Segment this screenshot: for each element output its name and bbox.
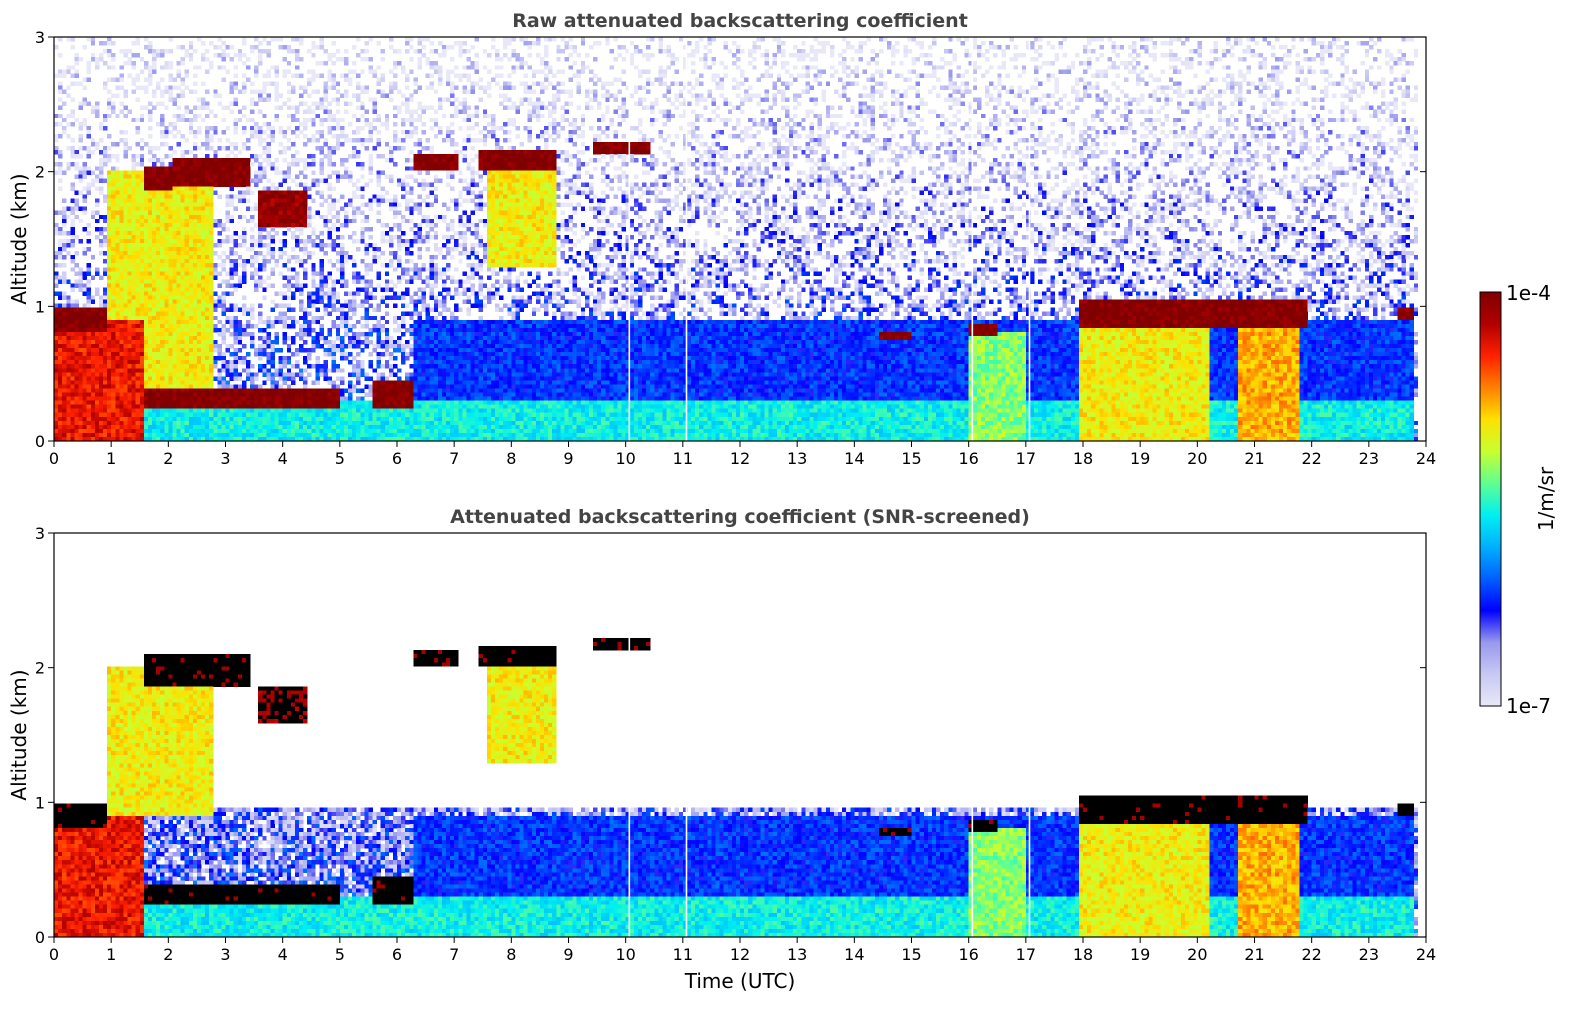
x-tick-label: 13 (787, 449, 807, 468)
x-tick-label: 2 (163, 945, 173, 964)
y-tick-label: 1 (35, 793, 45, 812)
y-axis-label: Altitude (km) (7, 173, 31, 304)
x-tick-label: 10 (615, 449, 635, 468)
panel-title: Raw attenuated backscattering coefficien… (512, 10, 968, 32)
x-axis-label: Time (UTC) (684, 969, 796, 993)
data-gap-line (971, 533, 974, 937)
y-axis-ticks: 0 1 2 3 (35, 28, 1426, 451)
y-tick-label: 3 (35, 524, 45, 543)
x-tick-label: 1 (106, 945, 116, 964)
x-tick-label: 18 (1073, 449, 1093, 468)
x-tick-label: 14 (844, 945, 864, 964)
y-tick-label: 2 (35, 163, 45, 182)
data-gap-line (628, 533, 631, 937)
colorbar-max-label: 1e-4 (1506, 281, 1551, 305)
x-tick-label: 8 (506, 449, 516, 468)
x-axis-ticks: 0 1 2 3 4 5 6 7 8 9 10 11 12 13 14 15 16 17 18 19 20 21 22 23 24 (49, 441, 1436, 468)
x-tick-label: 15 (901, 945, 921, 964)
x-tick-label: 10 (615, 945, 635, 964)
x-tick-label: 23 (1359, 945, 1379, 964)
x-tick-label: 18 (1073, 945, 1093, 964)
colorbar-min-label: 1e-7 (1506, 694, 1551, 718)
data-gap-line (685, 533, 688, 937)
x-tick-label: 6 (392, 449, 402, 468)
x-tick-label: 11 (673, 449, 693, 468)
x-tick-label: 12 (730, 449, 750, 468)
heatmap-plot-area (54, 533, 1426, 937)
x-tick-label: 4 (278, 449, 288, 468)
x-tick-label: 5 (335, 449, 345, 468)
data-gap-line (628, 37, 631, 441)
heatmap-cells (54, 37, 1419, 441)
colorbar: 1e-4 1e-7 1/m/sr (1479, 281, 1558, 718)
heatmap-plot-area (54, 37, 1426, 441)
screened-backscatter-panel: Attenuated backscattering coefficient (S… (7, 506, 1436, 993)
panel-title: Attenuated backscattering coefficient (S… (450, 506, 1030, 528)
y-axis-ticks: 0 1 2 3 (35, 524, 1426, 947)
x-tick-label: 5 (335, 945, 345, 964)
data-gap-line (971, 37, 974, 441)
x-tick-label: 3 (220, 449, 230, 468)
x-tick-label: 0 (49, 945, 59, 964)
colorbar-label: 1/m/sr (1534, 466, 1558, 531)
x-tick-label: 7 (449, 449, 459, 468)
y-tick-label: 1 (35, 297, 45, 316)
x-tick-label: 12 (730, 945, 750, 964)
x-tick-label: 20 (1187, 945, 1207, 964)
x-tick-label: 6 (392, 945, 402, 964)
data-gap-line (1028, 533, 1031, 937)
x-tick-label: 7 (449, 945, 459, 964)
raw-backscatter-panel: Raw attenuated backscattering coefficien… (7, 10, 1436, 468)
x-axis-ticks: 0 1 2 3 4 5 6 7 8 9 10 11 12 13 14 15 16 17 18 19 20 21 22 23 24 (49, 937, 1436, 964)
x-tick-label: 20 (1187, 449, 1207, 468)
y-tick-label: 0 (35, 928, 45, 947)
x-tick-label: 15 (901, 449, 921, 468)
heatmap-cells (54, 638, 1419, 937)
x-tick-label: 19 (1130, 449, 1150, 468)
x-tick-label: 9 (563, 945, 573, 964)
colorbar-gradient (1479, 291, 1502, 707)
x-tick-label: 9 (563, 449, 573, 468)
data-gap-line (685, 37, 688, 441)
x-tick-label: 21 (1244, 449, 1264, 468)
x-tick-label: 21 (1244, 945, 1264, 964)
x-tick-label: 22 (1301, 449, 1321, 468)
x-tick-label: 2 (163, 449, 173, 468)
x-tick-label: 17 (1016, 449, 1036, 468)
x-tick-label: 1 (106, 449, 116, 468)
x-tick-label: 14 (844, 449, 864, 468)
x-tick-label: 13 (787, 945, 807, 964)
x-tick-label: 8 (506, 945, 516, 964)
x-tick-label: 22 (1301, 945, 1321, 964)
x-tick-label: 16 (958, 945, 978, 964)
x-tick-label: 23 (1359, 449, 1379, 468)
y-axis-label: Altitude (km) (7, 669, 31, 800)
x-tick-label: 4 (278, 945, 288, 964)
x-tick-label: 24 (1416, 449, 1436, 468)
x-tick-label: 11 (673, 945, 693, 964)
x-tick-label: 19 (1130, 945, 1150, 964)
y-tick-label: 3 (35, 28, 45, 47)
x-tick-label: 24 (1416, 945, 1436, 964)
y-tick-label: 0 (35, 432, 45, 451)
y-tick-label: 2 (35, 659, 45, 678)
x-tick-label: 17 (1016, 945, 1036, 964)
data-gap-line (1028, 37, 1031, 441)
x-tick-label: 16 (958, 449, 978, 468)
x-tick-label: 3 (220, 945, 230, 964)
x-tick-label: 0 (49, 449, 59, 468)
